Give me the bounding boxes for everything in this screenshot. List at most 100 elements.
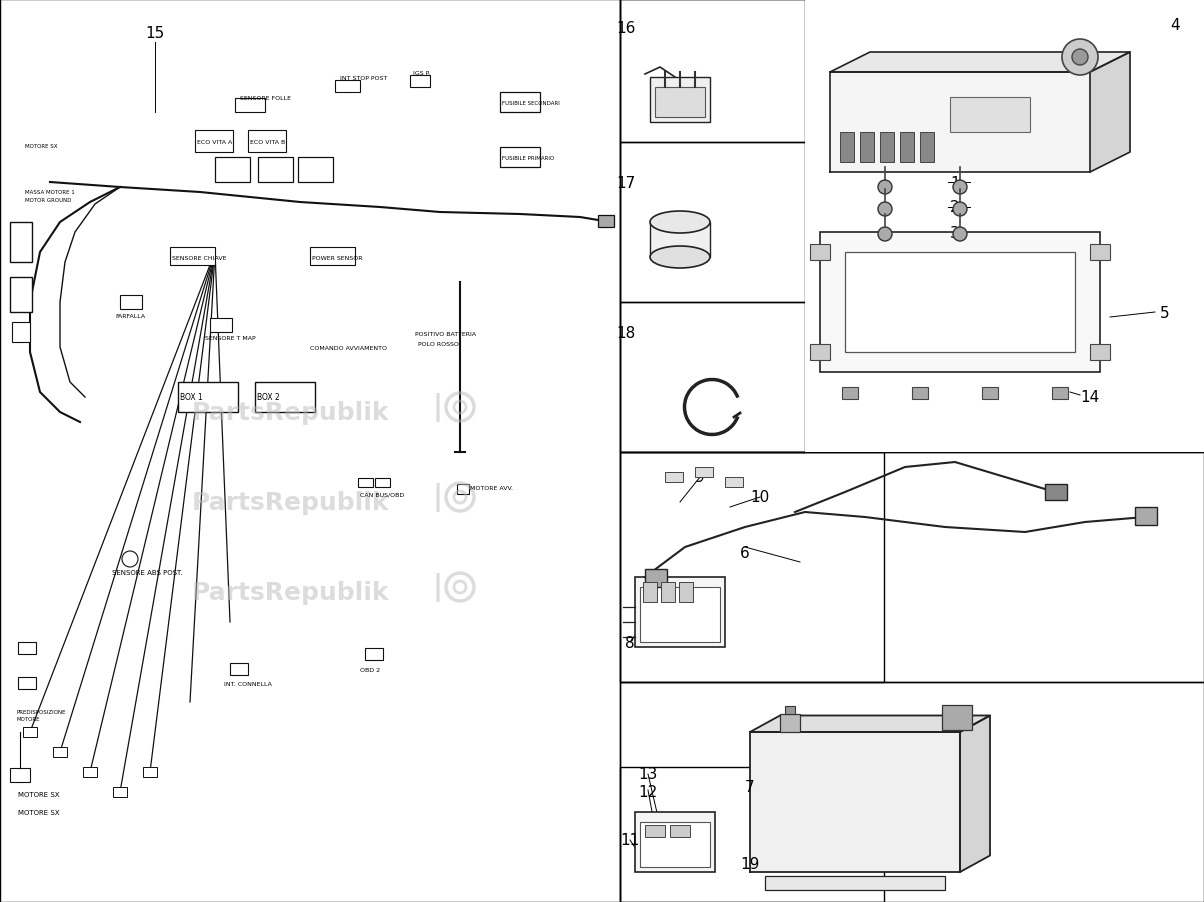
Bar <box>641 587 720 642</box>
Bar <box>830 73 1090 173</box>
Text: 17: 17 <box>616 175 636 190</box>
Bar <box>10 278 33 313</box>
Text: ECO VITA A: ECO VITA A <box>197 141 232 145</box>
Bar <box>0 0 620 902</box>
Text: PREDISPOSIZIONE: PREDISPOSIZIONE <box>16 710 65 714</box>
Circle shape <box>954 180 967 195</box>
Bar <box>765 876 945 890</box>
Text: IGS P.: IGS P. <box>413 71 430 76</box>
Polygon shape <box>750 715 990 732</box>
Circle shape <box>122 551 138 567</box>
Text: 10: 10 <box>750 490 769 505</box>
Bar <box>620 143 805 303</box>
Bar <box>645 569 667 587</box>
Bar <box>650 78 710 123</box>
Bar <box>365 649 383 660</box>
Text: MOTORE AVV.: MOTORE AVV. <box>470 485 513 490</box>
Text: POSITIVO BATTERIA: POSITIVO BATTERIA <box>415 332 476 337</box>
Bar <box>235 99 265 113</box>
Bar <box>679 583 694 603</box>
Text: CAN BUS/OBD: CAN BUS/OBD <box>360 492 405 497</box>
Bar <box>655 87 706 118</box>
Text: OBD 2: OBD 2 <box>360 667 380 673</box>
Bar <box>620 453 884 682</box>
Bar <box>785 706 795 714</box>
Text: BOX 1: BOX 1 <box>181 393 202 402</box>
Bar <box>358 478 373 487</box>
Bar <box>880 133 895 163</box>
Text: 15: 15 <box>146 25 165 41</box>
Circle shape <box>878 180 892 195</box>
Bar <box>598 216 614 227</box>
Polygon shape <box>1090 53 1131 173</box>
Bar <box>650 223 710 258</box>
Bar <box>840 133 854 163</box>
Bar <box>750 732 960 872</box>
Bar <box>143 767 157 778</box>
Bar <box>120 296 142 309</box>
Bar <box>641 822 710 867</box>
Bar <box>10 223 33 262</box>
Bar <box>810 345 830 361</box>
Bar <box>620 682 1204 902</box>
Circle shape <box>1072 50 1088 66</box>
Bar <box>374 478 390 487</box>
Bar <box>950 98 1029 133</box>
Bar <box>309 248 355 266</box>
Bar <box>620 0 1204 453</box>
Text: COMANDO AVVIAMENTO: COMANDO AVVIAMENTO <box>309 345 386 350</box>
Bar <box>661 583 675 603</box>
Bar <box>258 158 293 183</box>
Polygon shape <box>830 53 1131 73</box>
Bar <box>635 577 725 648</box>
Circle shape <box>954 203 967 216</box>
Text: 16: 16 <box>616 21 636 35</box>
Bar <box>299 158 334 183</box>
Bar <box>209 318 232 333</box>
Text: FUSIBILE PRIMARIO: FUSIBILE PRIMARIO <box>502 155 554 161</box>
Bar <box>170 248 216 266</box>
Text: MOTORE SX: MOTORE SX <box>25 144 58 150</box>
Text: 1: 1 <box>950 175 960 190</box>
Text: PartsRepublik: PartsRepublik <box>191 400 389 425</box>
Text: PartsRepublik: PartsRepublik <box>191 491 389 514</box>
Text: MASSA MOTORE 1: MASSA MOTORE 1 <box>25 190 75 196</box>
Text: MOTOR GROUND: MOTOR GROUND <box>25 198 71 202</box>
Text: POLO ROSSO: POLO ROSSO <box>418 342 459 347</box>
Bar <box>805 0 1204 453</box>
Bar <box>725 477 743 487</box>
Bar <box>911 388 928 400</box>
Bar <box>10 769 30 782</box>
Text: 6: 6 <box>740 545 750 560</box>
Text: POWER SENSOR: POWER SENSOR <box>312 255 362 260</box>
Text: INT STOP POST: INT STOP POST <box>340 76 388 81</box>
Bar <box>1090 244 1110 261</box>
Bar <box>83 767 98 778</box>
Bar <box>669 825 690 837</box>
Bar <box>12 323 30 343</box>
Text: MOTORE SX: MOTORE SX <box>18 809 59 815</box>
Text: SENSORE ABS POST.: SENSORE ABS POST. <box>112 569 183 575</box>
Bar <box>665 473 683 483</box>
Bar <box>920 133 934 163</box>
Circle shape <box>878 227 892 242</box>
Bar <box>248 131 287 152</box>
Bar <box>620 303 805 453</box>
Text: ECO VITA B: ECO VITA B <box>250 141 285 145</box>
Text: |: | <box>433 393 443 422</box>
Bar <box>780 714 799 732</box>
Text: 8: 8 <box>625 635 635 649</box>
Text: 4: 4 <box>1170 17 1180 32</box>
Bar <box>810 244 830 261</box>
Circle shape <box>1062 40 1098 76</box>
Text: 13: 13 <box>638 767 657 782</box>
Bar <box>860 133 874 163</box>
Ellipse shape <box>650 212 710 234</box>
Bar <box>982 388 998 400</box>
Bar <box>23 727 37 737</box>
Circle shape <box>954 227 967 242</box>
Bar <box>635 812 715 872</box>
Bar <box>620 767 884 902</box>
Text: INT. CONNELLA: INT. CONNELLA <box>224 682 272 686</box>
Text: SENSORE FOLLE: SENSORE FOLLE <box>240 96 291 101</box>
